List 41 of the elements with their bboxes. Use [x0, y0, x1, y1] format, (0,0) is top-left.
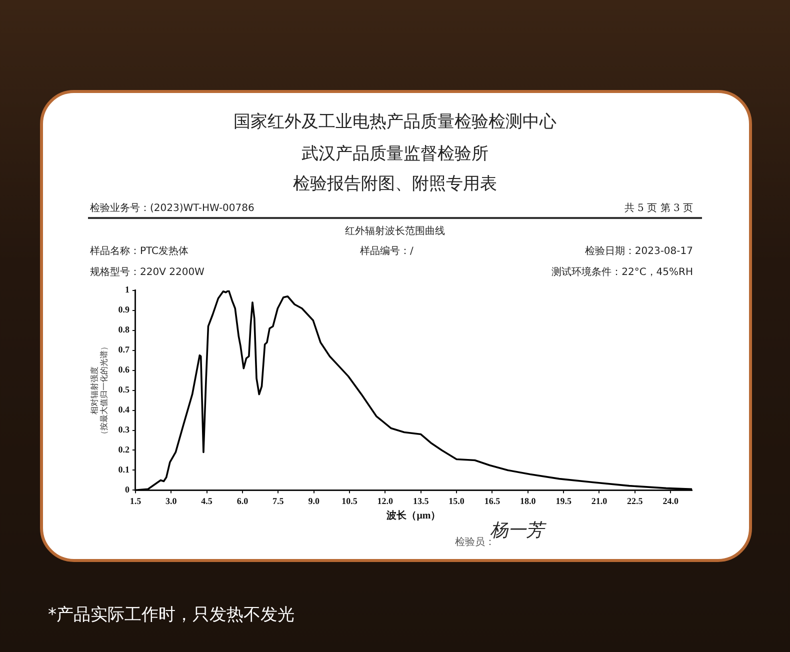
text: 共 5 页 第 3 页 [624, 202, 693, 215]
x-tick-label: 22.5 [627, 496, 644, 506]
y-tick-label: 0.4 [118, 404, 130, 415]
text: 红外辐射波长范围曲线 [344, 224, 446, 238]
y-tick-label: 0.1 [118, 464, 130, 475]
x-tick-label: 7.5 [272, 496, 284, 506]
y-tick-label: 1 [124, 284, 130, 295]
text: *产品实际工作时，只发热不发光 [48, 604, 294, 626]
y-tick-label: 0.9 [118, 304, 130, 315]
x-tick-label: 16.5 [484, 496, 501, 506]
x-tick-label: 15.0 [448, 496, 465, 506]
x-tick-label: 10.5 [342, 496, 358, 506]
text: 规格型号：220V 2200W [90, 266, 204, 279]
x-tick-label: 4.5 [201, 496, 213, 506]
text: 检验业务号：(2023)WT-HW-00786 [90, 202, 254, 215]
x-tick-label: 6.0 [236, 496, 249, 506]
x-tick-label: 24.0 [662, 496, 679, 506]
text: 样品名称：PTC发热体 [90, 244, 189, 258]
x-axis-title: 波长（μm） [386, 510, 441, 522]
x-tick-label: 9.0 [308, 496, 320, 506]
text: 测试环境条件：22°C，45%RH [552, 266, 693, 279]
y-tick-label: 0.8 [118, 324, 130, 335]
chart-title: 国家红外及工业电热产品质量检验检测中心 [232, 111, 558, 133]
text: 检验报告附图、附照专用表 [292, 173, 498, 195]
text: 检验日期：2023-08-17 [584, 244, 693, 258]
x-tick-label: 18.0 [520, 496, 536, 506]
x-tick-label: 19.5 [556, 496, 572, 506]
chart-subtitle: 武汉产品质量监督检验所 [300, 143, 490, 165]
x-tick-label: 21.0 [591, 496, 608, 506]
x-tick-label: 13.5 [412, 496, 430, 506]
y-tick-label: 0.2 [118, 444, 130, 455]
x-tick-label: 3.0 [166, 496, 178, 506]
y-tick-label: 0.5 [118, 384, 130, 395]
y-axis-title: 相对辐射强度（按最大值归一化的光谱） [90, 342, 108, 438]
y-tick-label: 0 [124, 484, 130, 495]
y-tick-label: 0.7 [118, 344, 130, 355]
text: 样品编号：/ [360, 244, 414, 258]
y-tick-label: 0.6 [118, 364, 130, 375]
x-tick-label: 12.0 [377, 496, 394, 506]
x-tick-label: 1.5 [130, 496, 142, 506]
y-tick-label: 0.3 [118, 424, 130, 435]
